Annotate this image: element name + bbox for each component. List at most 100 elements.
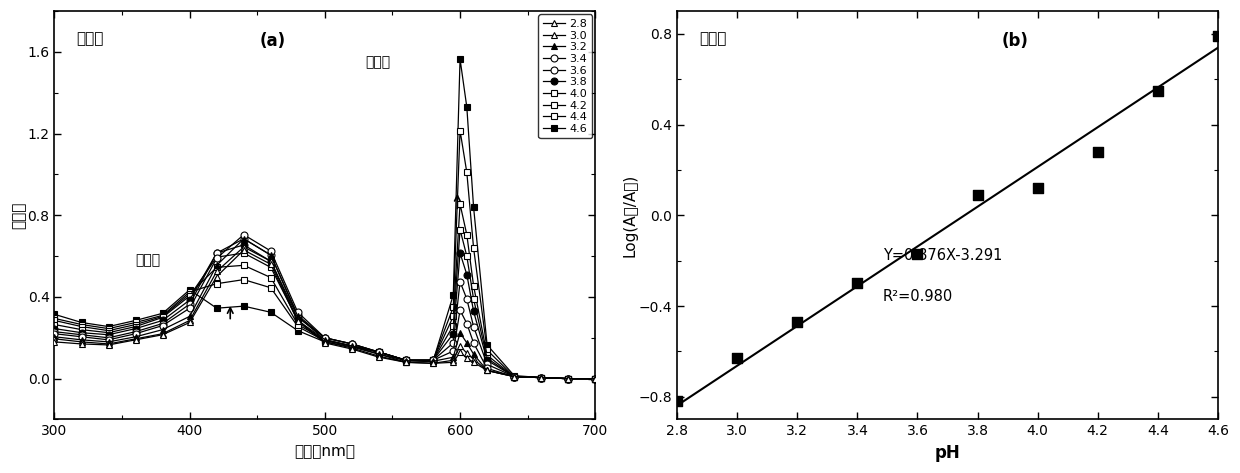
3.2 <box>533 375 548 380</box>
4.6 <box>588 376 603 381</box>
4.4 <box>128 320 143 325</box>
2.8 <box>210 274 224 280</box>
4.2 <box>507 374 522 379</box>
4.2 <box>128 322 143 327</box>
4.4 <box>425 358 440 363</box>
4.2 <box>398 358 413 363</box>
4.2 <box>560 376 575 381</box>
2.8 <box>466 359 481 365</box>
3.4 <box>466 340 481 346</box>
3.2 <box>290 314 305 319</box>
4.0 <box>425 358 440 363</box>
2.8 <box>263 262 278 267</box>
4.0 <box>290 317 305 323</box>
4.4 <box>453 128 467 133</box>
Point <box>1148 87 1168 94</box>
Text: (a): (a) <box>260 32 286 50</box>
3.6 <box>425 358 440 363</box>
3.0 <box>317 339 332 345</box>
4.6 <box>480 342 495 348</box>
4.2 <box>155 314 170 319</box>
4.6 <box>317 339 332 345</box>
3.8 <box>182 297 197 303</box>
4.6 <box>446 292 461 298</box>
3.8 <box>317 335 332 341</box>
4.2 <box>102 328 117 333</box>
3.6 <box>533 375 548 380</box>
3.0 <box>263 258 278 264</box>
2.8 <box>425 360 440 366</box>
4.6 <box>459 104 474 110</box>
4.2 <box>210 264 224 270</box>
4.4 <box>533 375 548 380</box>
4.2 <box>480 352 495 358</box>
Line: 4.2: 4.2 <box>51 201 599 382</box>
4.4 <box>155 313 170 318</box>
2.8 <box>398 359 413 365</box>
Point <box>908 250 928 258</box>
3.6 <box>210 250 224 256</box>
3.4 <box>398 358 413 363</box>
3.2 <box>560 376 575 381</box>
2.8 <box>533 375 548 380</box>
4.4 <box>290 324 305 329</box>
4.0 <box>155 315 170 320</box>
3.6 <box>372 349 387 355</box>
3.6 <box>459 296 474 302</box>
3.2 <box>507 374 522 379</box>
4.2 <box>290 322 305 327</box>
4.4 <box>466 245 481 251</box>
4.2 <box>74 324 89 329</box>
3.8 <box>372 349 387 355</box>
4.6 <box>128 317 143 323</box>
3.6 <box>453 279 467 284</box>
Line: 3.0: 3.0 <box>51 244 599 382</box>
4.0 <box>446 323 461 328</box>
X-axis label: pH: pH <box>935 444 961 462</box>
4.2 <box>533 375 548 380</box>
3.6 <box>466 324 481 329</box>
Line: 2.8: 2.8 <box>51 246 599 382</box>
3.2 <box>102 339 117 345</box>
4.0 <box>345 343 360 349</box>
4.6 <box>210 306 224 311</box>
4.4 <box>47 315 62 321</box>
3.4 <box>47 331 62 337</box>
3.0 <box>446 358 461 363</box>
3.0 <box>128 336 143 342</box>
3.8 <box>210 250 224 256</box>
Line: 4.0: 4.0 <box>51 227 599 382</box>
3.6 <box>398 358 413 363</box>
4.2 <box>237 263 252 268</box>
4.4 <box>507 374 522 379</box>
4.6 <box>507 373 522 378</box>
4.0 <box>74 327 89 333</box>
3.4 <box>155 323 170 328</box>
Point <box>667 397 687 405</box>
4.4 <box>372 349 387 355</box>
3.0 <box>507 374 522 379</box>
3.4 <box>446 348 461 354</box>
4.0 <box>398 358 413 363</box>
3.0 <box>425 360 440 366</box>
3.6 <box>560 376 575 381</box>
3.8 <box>507 374 522 379</box>
2.8 <box>453 349 467 355</box>
4.0 <box>560 376 575 381</box>
3.0 <box>480 368 495 373</box>
4.2 <box>47 317 62 323</box>
3.4 <box>237 232 252 237</box>
4.0 <box>453 227 467 232</box>
Y-axis label: 吸光度: 吸光度 <box>11 201 26 229</box>
3.2 <box>47 334 62 340</box>
Text: Y=0.876X-3.291: Y=0.876X-3.291 <box>883 248 1002 263</box>
3.4 <box>588 376 603 381</box>
Line: 4.4: 4.4 <box>51 127 599 382</box>
3.6 <box>317 335 332 341</box>
4.6 <box>102 324 117 329</box>
3.0 <box>453 343 467 349</box>
3.8 <box>155 317 170 323</box>
4.0 <box>182 293 197 299</box>
3.2 <box>459 340 474 346</box>
3.4 <box>345 341 360 347</box>
